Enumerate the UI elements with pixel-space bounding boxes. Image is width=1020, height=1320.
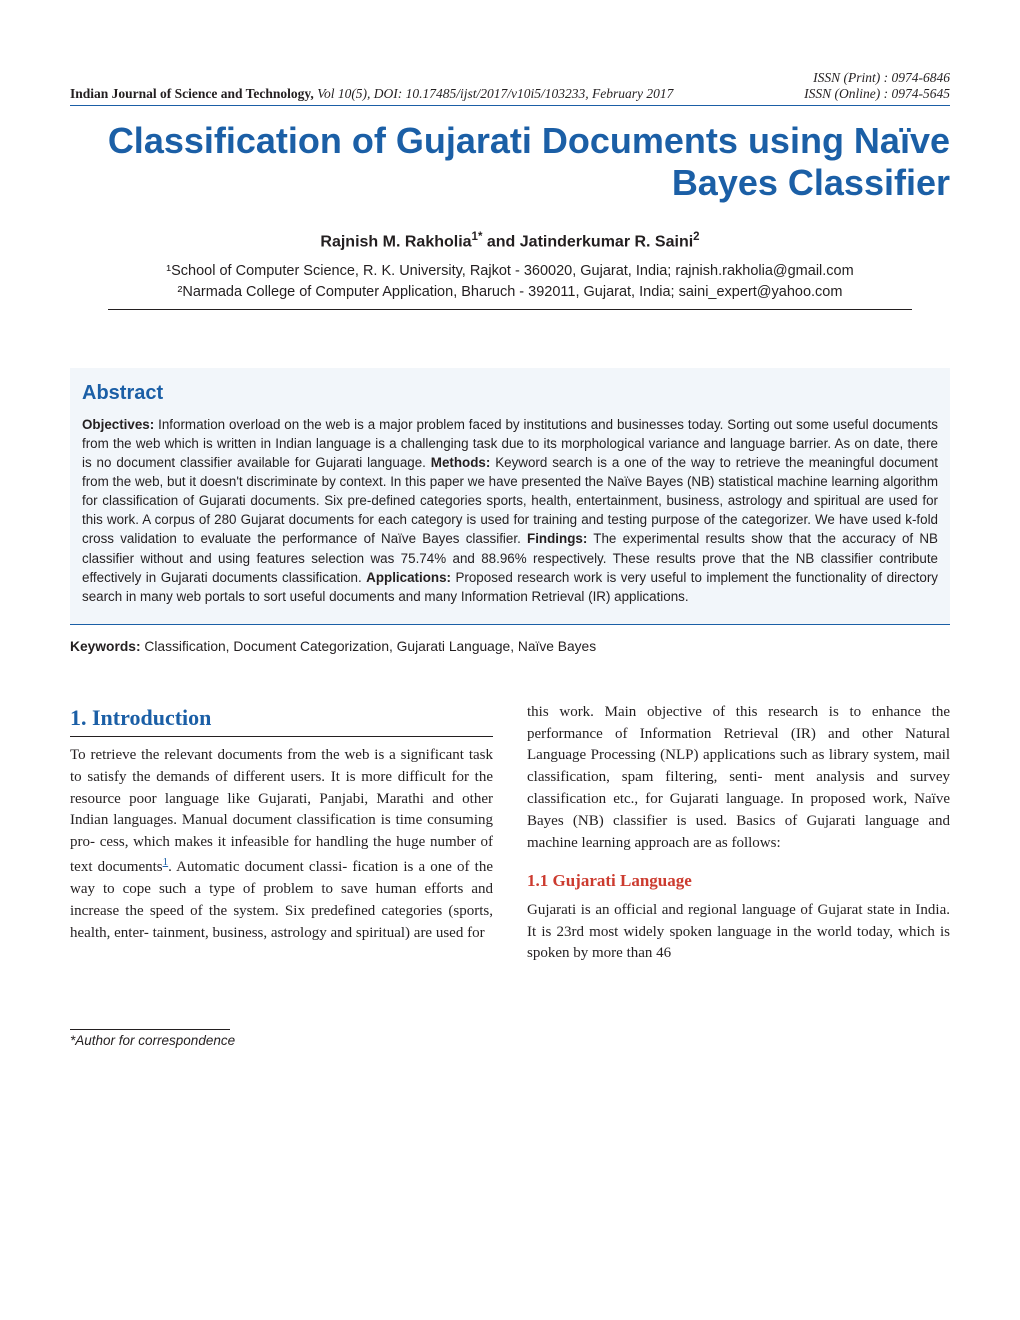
abstract-body: Objectives: Information overload on the … xyxy=(82,415,938,605)
journal-name: Indian Journal of Science and Technology… xyxy=(70,86,314,101)
column-right: this work. Main objective of this resear… xyxy=(527,702,950,966)
paper-title: Classification of Gujarati Documents usi… xyxy=(70,120,950,205)
journal-volume: Vol 10(5), DOI: 10.17485/ijst/2017/v10i5… xyxy=(314,86,674,101)
journal-line: Indian Journal of Science and Technology… xyxy=(70,86,950,106)
affiliations: ¹School of Computer Science, R. K. Unive… xyxy=(70,261,950,303)
issn-print: ISSN (Print) : 0974-6846 xyxy=(70,70,950,86)
footnote-area: *Author for correspondence xyxy=(70,1029,475,1048)
affiliation-2: ²Narmada College of Computer Application… xyxy=(70,282,950,303)
keywords-text: Classification, Document Categorization,… xyxy=(141,639,597,654)
footnote-rule xyxy=(70,1029,230,1030)
body-columns: 1. Introduction To retrieve the relevant… xyxy=(70,702,950,966)
abstract-heading: Abstract xyxy=(82,382,938,405)
intro-para-right: this work. Main objective of this resear… xyxy=(527,702,950,855)
section-1-heading: 1. Introduction xyxy=(70,702,493,737)
affiliation-1: ¹School of Computer Science, R. K. Unive… xyxy=(70,261,950,282)
intro-para-left: To retrieve the relevant documents from … xyxy=(70,745,493,945)
issn-online: ISSN (Online) : 0974-5645 xyxy=(804,86,950,102)
subsection-1-1-text: Gujarati is an official and regional lan… xyxy=(527,900,950,966)
journal-citation: Indian Journal of Science and Technology… xyxy=(70,86,673,102)
authors: Rajnish M. Rakholia1* and Jatinderkumar … xyxy=(70,231,950,251)
keywords-label: Keywords: xyxy=(70,639,141,654)
affiliation-rule xyxy=(108,309,912,310)
keywords: Keywords: Classification, Document Categ… xyxy=(70,639,950,654)
subsection-1-1-heading: 1.1 Gujarati Language xyxy=(527,869,950,894)
correspondence-footnote: *Author for correspondence xyxy=(70,1033,475,1048)
abstract-box: Abstract Objectives: Information overloa… xyxy=(70,368,950,624)
header: ISSN (Print) : 0974-6846 Indian Journal … xyxy=(70,70,950,106)
column-left: 1. Introduction To retrieve the relevant… xyxy=(70,702,493,966)
